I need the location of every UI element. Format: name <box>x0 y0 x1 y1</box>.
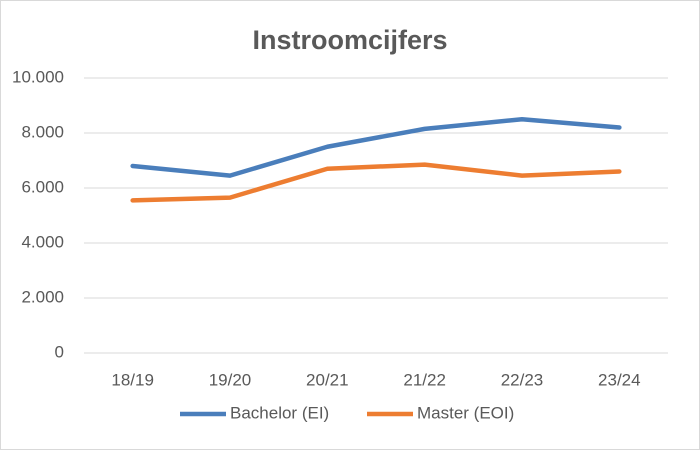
series-line <box>130 162 622 203</box>
x-tick-label: 23/24 <box>598 370 641 389</box>
y-tick-label: 0 <box>55 342 64 361</box>
legend-label: Master (EOI) <box>417 403 514 422</box>
y-tick-label: 10.000 <box>12 67 64 86</box>
x-tick-label: 18/19 <box>111 370 154 389</box>
x-tick-label: 22/23 <box>501 370 544 389</box>
y-tick-label: 8.000 <box>21 122 64 141</box>
x-tick-label: 20/21 <box>306 370 349 389</box>
legend-label: Bachelor (EI) <box>230 403 329 422</box>
chart-title: Instroomcijfers <box>252 25 447 55</box>
x-tick-label: 21/22 <box>403 370 446 389</box>
series-line <box>130 117 622 178</box>
y-tick-label: 2.000 <box>21 287 64 306</box>
y-tick-label: 6.000 <box>21 177 64 196</box>
x-tick-label: 19/20 <box>209 370 252 389</box>
y-tick-label: 4.000 <box>21 232 64 251</box>
